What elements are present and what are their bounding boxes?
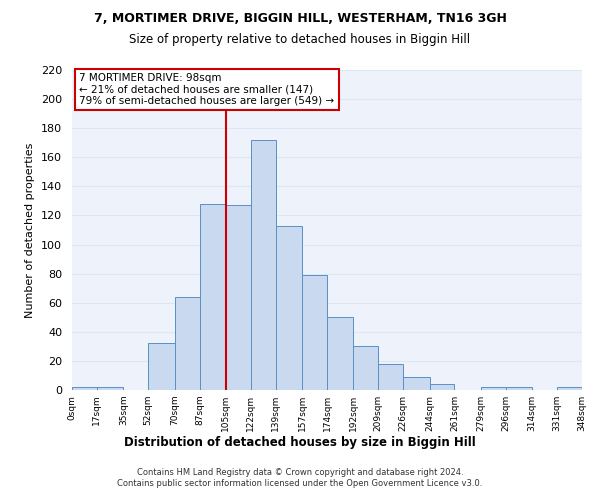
Bar [97,387,123,390]
Bar [148,344,175,390]
Bar [353,346,378,390]
Bar [327,318,353,390]
Bar [72,387,97,390]
Bar [430,384,455,390]
Bar [175,297,199,390]
Bar [302,275,327,390]
Bar [557,387,582,390]
Bar [506,387,532,390]
Bar [251,140,276,390]
Text: 7 MORTIMER DRIVE: 98sqm
← 21% of detached houses are smaller (147)
79% of semi-d: 7 MORTIMER DRIVE: 98sqm ← 21% of detache… [79,73,334,106]
Y-axis label: Number of detached properties: Number of detached properties [25,142,35,318]
Text: Size of property relative to detached houses in Biggin Hill: Size of property relative to detached ho… [130,32,470,46]
Bar [276,226,302,390]
Text: 7, MORTIMER DRIVE, BIGGIN HILL, WESTERHAM, TN16 3GH: 7, MORTIMER DRIVE, BIGGIN HILL, WESTERHA… [94,12,506,26]
Bar [378,364,403,390]
Bar [199,204,226,390]
Bar [226,206,251,390]
Bar [481,387,506,390]
Text: Distribution of detached houses by size in Biggin Hill: Distribution of detached houses by size … [124,436,476,449]
Bar [403,377,430,390]
Text: Contains HM Land Registry data © Crown copyright and database right 2024.
Contai: Contains HM Land Registry data © Crown c… [118,468,482,487]
